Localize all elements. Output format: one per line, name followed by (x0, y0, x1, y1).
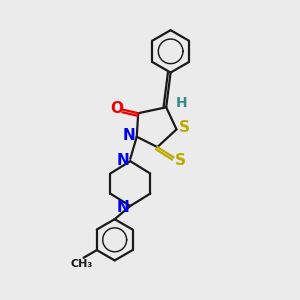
Text: O: O (110, 101, 124, 116)
Text: S: S (175, 153, 185, 168)
Text: N: N (123, 128, 136, 143)
Text: S: S (179, 120, 190, 135)
Text: N: N (117, 200, 130, 214)
Text: CH₃: CH₃ (71, 259, 93, 269)
Text: H: H (176, 96, 187, 110)
Text: N: N (117, 152, 130, 167)
